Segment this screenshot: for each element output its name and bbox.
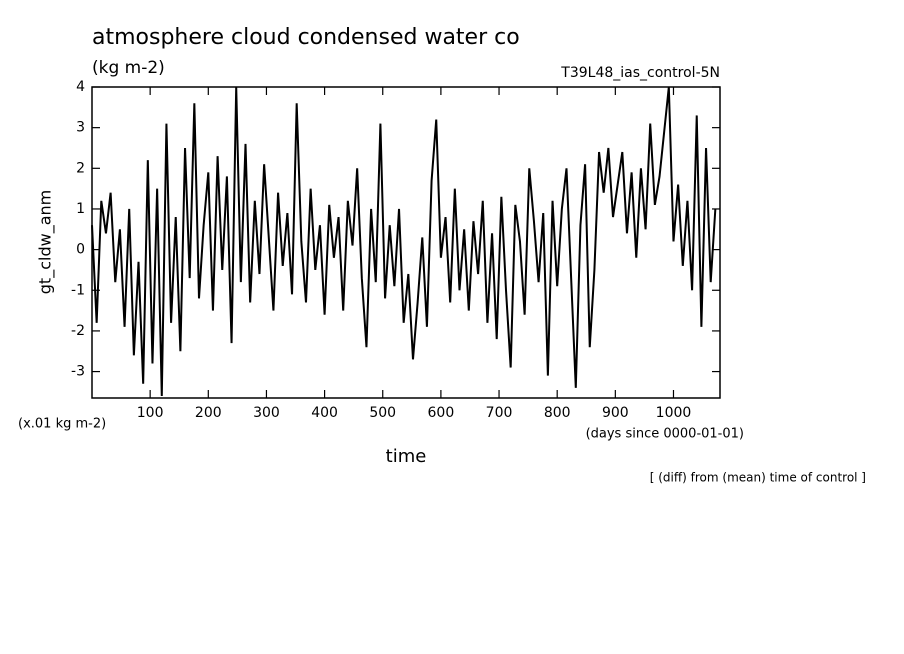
chart-subtitle: (kg m-2) (92, 58, 165, 78)
note: [ (diff) from (mean) time of control ] (650, 471, 866, 485)
data-line (91, 86, 717, 396)
x-tick-label: 400 (311, 405, 338, 421)
x-tick-label: 100 (137, 405, 164, 421)
x-tick-label: 300 (253, 405, 280, 421)
x-tick-label: 600 (428, 405, 455, 421)
y-units: (x.01 kg m-2) (18, 417, 106, 432)
plot-frame (91, 86, 721, 399)
x-tick-label: 200 (195, 405, 222, 421)
y-tick-label: -1 (71, 282, 85, 298)
run-label: T39L48_ias_control-5N (560, 65, 720, 81)
x-tick-label: 1000 (656, 405, 692, 421)
y-tick-label: 1 (76, 201, 85, 217)
x-tick-label: 900 (602, 405, 629, 421)
x-tick-label: 700 (486, 405, 513, 421)
x-units: (days since 0000-01-01) (586, 427, 744, 442)
y-tick-label: 2 (76, 160, 85, 176)
y-tick-label: 3 (76, 120, 85, 136)
y-tick-label: -3 (71, 364, 85, 380)
y-tick-label: -2 (71, 323, 85, 339)
x-tick-label: 800 (544, 405, 571, 421)
chart-title: atmosphere cloud condensed water co (92, 25, 520, 50)
x-tick-label: 500 (369, 405, 396, 421)
y-axis-label: gt_cldw_anm (36, 190, 56, 294)
x-axis-label: time (386, 446, 427, 467)
y-tick-label: 4 (76, 79, 85, 95)
y-tick-label: 0 (76, 242, 85, 258)
